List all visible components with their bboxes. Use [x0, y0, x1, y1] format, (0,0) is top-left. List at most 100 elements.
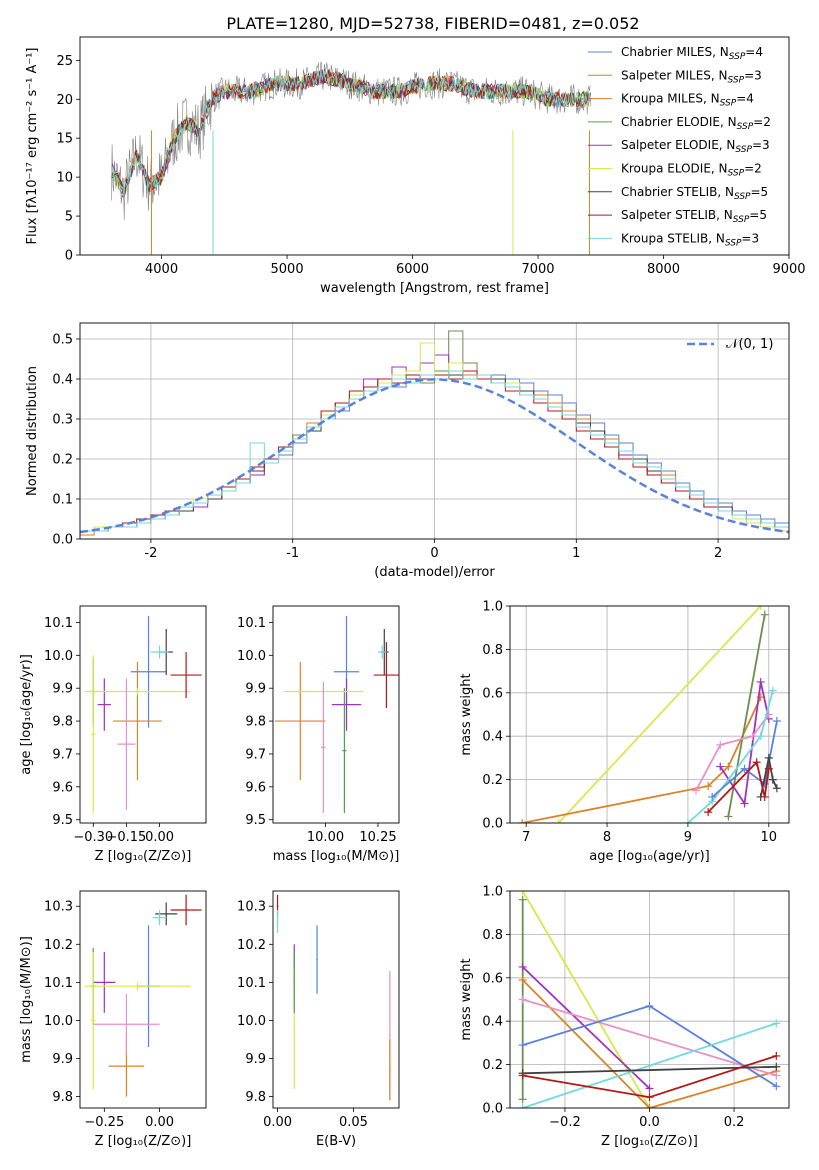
weight-line — [687, 690, 774, 823]
y-tick-label: 10.1 — [237, 616, 266, 631]
weight-marker — [645, 1084, 654, 1093]
weight-line — [707, 760, 770, 813]
weight-marker — [752, 758, 761, 767]
axes-frame — [509, 890, 790, 1109]
weight-marker — [724, 812, 733, 821]
y-axis-label: mass [log₁₀(M/M⊙)] — [19, 936, 34, 1063]
x-tick-label: 6000 — [396, 262, 429, 277]
x-tick-label: 4000 — [145, 262, 178, 277]
plot-area — [80, 330, 789, 539]
legend-entry: Chabrier MILES, NSSP=4 — [621, 45, 763, 62]
x-axis-label: wavelength [Angstrom, rest frame] — [320, 281, 549, 296]
weight-marker — [518, 995, 527, 1004]
y-tick-label: 15 — [56, 132, 73, 147]
x-tick-label: 0 — [430, 546, 438, 561]
axes-frame — [79, 36, 790, 256]
x-tick-label: 8000 — [647, 262, 680, 277]
weight-line — [727, 614, 766, 817]
age-vs-Z-panel: −0.30−0.150.00 9.5 9.6 9.7 9.8 9.9 10.0 10.1 Z [… — [19, 605, 207, 864]
x-tick-label: 0.00 — [145, 1115, 174, 1130]
x-tick-label: −0.2 — [549, 1115, 581, 1130]
weight-line — [719, 681, 770, 807]
x-tick-label: -2 — [144, 546, 157, 561]
model-spectrum-line — [111, 69, 592, 198]
mass-vs-Z-panel: −0.25 0.00 9.8 9.9 10.0 10.1 10.2 10.3 Z [log₁₀(… — [19, 890, 207, 1149]
x-axis-label: Z [log₁₀(Z/Z⊙)] — [95, 849, 192, 864]
y-tick-label: 0.0 — [52, 533, 73, 548]
legend-entry: Kroupa ELODIE, NSSP=2 — [621, 162, 762, 179]
x-tick-label: 0.00 — [263, 1115, 292, 1130]
weight-marker — [518, 975, 527, 984]
y-tick-label: 0.3 — [52, 413, 73, 428]
axes-frame — [509, 605, 790, 824]
weight-marker — [772, 1082, 781, 1091]
y-tick-label: 0.2 — [482, 1058, 503, 1073]
x-tick-label: 10 — [761, 830, 778, 845]
y-tick-label: 0.1 — [52, 493, 73, 508]
y-tick-label: 9.6 — [245, 780, 266, 795]
weight-marker — [683, 819, 692, 823]
x-tick-label: −0.25 — [84, 1115, 124, 1130]
plot-area — [518, 891, 781, 1108]
y-tick-label: 10.1 — [44, 976, 73, 991]
x-tick-label: 7 — [522, 830, 530, 845]
weight-marker — [772, 1071, 781, 1080]
weight-line — [695, 713, 770, 791]
weight-marker — [518, 1071, 527, 1080]
y-tick-label: 0.6 — [482, 971, 503, 986]
plot-area — [84, 615, 202, 814]
x-tick-label: −0.30 — [73, 830, 113, 845]
y-tick-label: 0.0 — [482, 1102, 503, 1117]
y-tick-label: 0.6 — [482, 686, 503, 701]
axes-frame — [79, 890, 207, 1109]
weight-marker — [645, 1104, 654, 1108]
x-tick-label: 9000 — [772, 262, 805, 277]
y-tick-label: 0.2 — [482, 773, 503, 788]
weight-line — [711, 720, 778, 798]
y-axis-label: age [log₁₀(age/yr)] — [19, 654, 34, 775]
weight-marker — [704, 782, 713, 791]
legend-entry: 𝒩(0, 1) — [726, 337, 773, 352]
y-tick-label: 9.9 — [245, 682, 266, 697]
weight-marker — [772, 1051, 781, 1060]
y-tick-label: 0.0 — [482, 817, 503, 832]
weight-marker — [772, 1019, 781, 1028]
weight-marker — [756, 732, 765, 741]
x-tick-label: 0.05 — [339, 1115, 368, 1130]
y-tick-label: 0.8 — [482, 928, 503, 943]
x-tick-label: 0.0 — [639, 1115, 660, 1130]
weight-marker — [716, 740, 725, 749]
x-axis-label: Z [log₁₀(Z/Z⊙)] — [601, 1134, 698, 1149]
weight-marker — [518, 1104, 527, 1108]
weight-marker — [768, 686, 777, 695]
legend-entry: Salpeter MILES, NSSP=3 — [621, 68, 762, 85]
y-axis-label: mass weight — [459, 958, 474, 1040]
weight-marker — [704, 808, 713, 817]
figure-title: PLATE=1280, MJD=52738, FIBERID=0481, z=0… — [226, 14, 639, 33]
plot-area — [84, 894, 202, 1097]
y-tick-label: 9.7 — [52, 747, 73, 762]
gaussian-curve — [80, 378, 789, 534]
weight-marker — [692, 786, 700, 795]
axes-frame — [79, 322, 790, 540]
weight-marker — [518, 819, 527, 823]
y-tick-label: 9.7 — [245, 747, 266, 762]
weight-marker — [772, 1062, 781, 1071]
weight-marker — [764, 764, 773, 773]
x-tick-label: 0.00 — [145, 830, 174, 845]
weight-marker — [645, 1002, 654, 1011]
y-tick-label: 10.2 — [237, 938, 266, 953]
plot-area — [111, 61, 592, 255]
legend-entry: Kroupa STELIB, NSSP=3 — [621, 231, 759, 248]
x-axis-label: age [log₁₀(age/yr)] — [589, 849, 710, 864]
y-tick-label: 0.4 — [482, 1015, 503, 1030]
age-vs-mass-panel: 10.00 10.25 9.5 9.6 9.7 9.8 9.9 10.0 10.1 mass [l… — [237, 605, 400, 864]
massweight-vs-Z-panel: −0.2 0.0 0.2 0.0 0.2 0.4 0.6 0.8 1.0 Z [log₁₀(Z/Z… — [459, 885, 790, 1149]
y-tick-label: 9.8 — [52, 715, 73, 730]
y-tick-label: 9.9 — [245, 1052, 266, 1067]
plot-area — [518, 606, 781, 823]
axes-frame — [272, 890, 400, 1109]
weight-marker — [740, 799, 749, 808]
x-tick-label: 5000 — [271, 262, 304, 277]
mass-vs-EBV-panel: 0.00 0.05 9.8 9.9 10.0 10.1 10.2 10.3 E(B-V) — [237, 890, 400, 1149]
